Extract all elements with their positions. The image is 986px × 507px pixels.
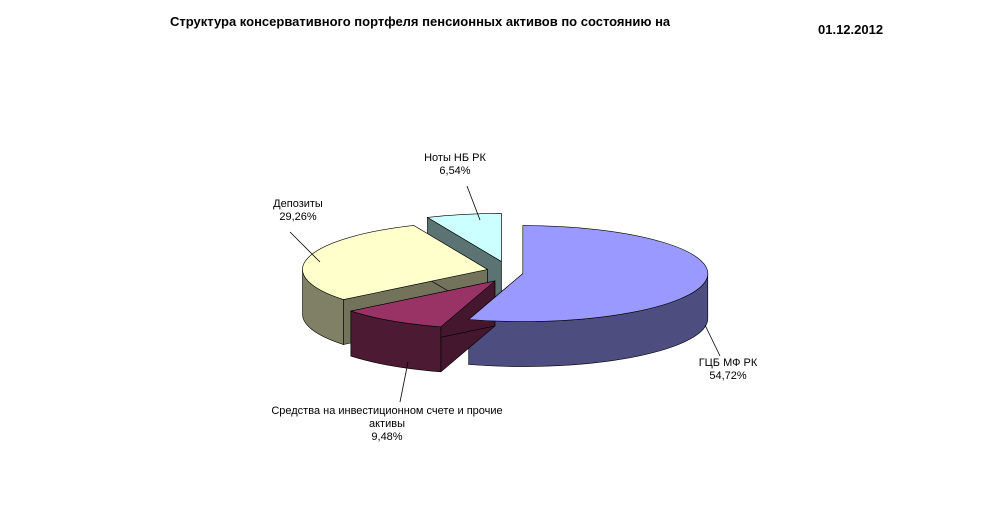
leader-line [466,185,481,221]
category-label: Ноты НБ РК [424,152,486,164]
value-label: 6,54% [439,165,471,177]
leader-line [289,231,321,263]
value-label: 9,48% [371,431,403,443]
slice [426,213,502,262]
value-label: 29,26% [279,211,317,223]
chart-title: Структура консервативного портфеля пенси… [170,14,671,29]
category-label: ГЦБ МФ РК [698,357,758,369]
chart-date: 01.12.2012 [818,22,884,37]
leader-line [399,361,409,403]
slice [467,225,709,322]
slice-label: Депозиты 29,26% [262,198,334,224]
category-label: Депозиты [273,198,323,210]
value-label: 54,72% [709,370,747,382]
slice-label: ГЦБ МФ РК 54,72% [688,357,768,383]
category-label: Средства на инвестиционном счете и прочи… [271,405,503,430]
slice-label: Средства на инвестиционном счете и прочи… [262,405,512,444]
slice [349,280,496,328]
slice-label: Ноты НБ РК 6,54% [410,152,500,178]
slice [302,225,489,300]
leader-line [704,324,721,357]
